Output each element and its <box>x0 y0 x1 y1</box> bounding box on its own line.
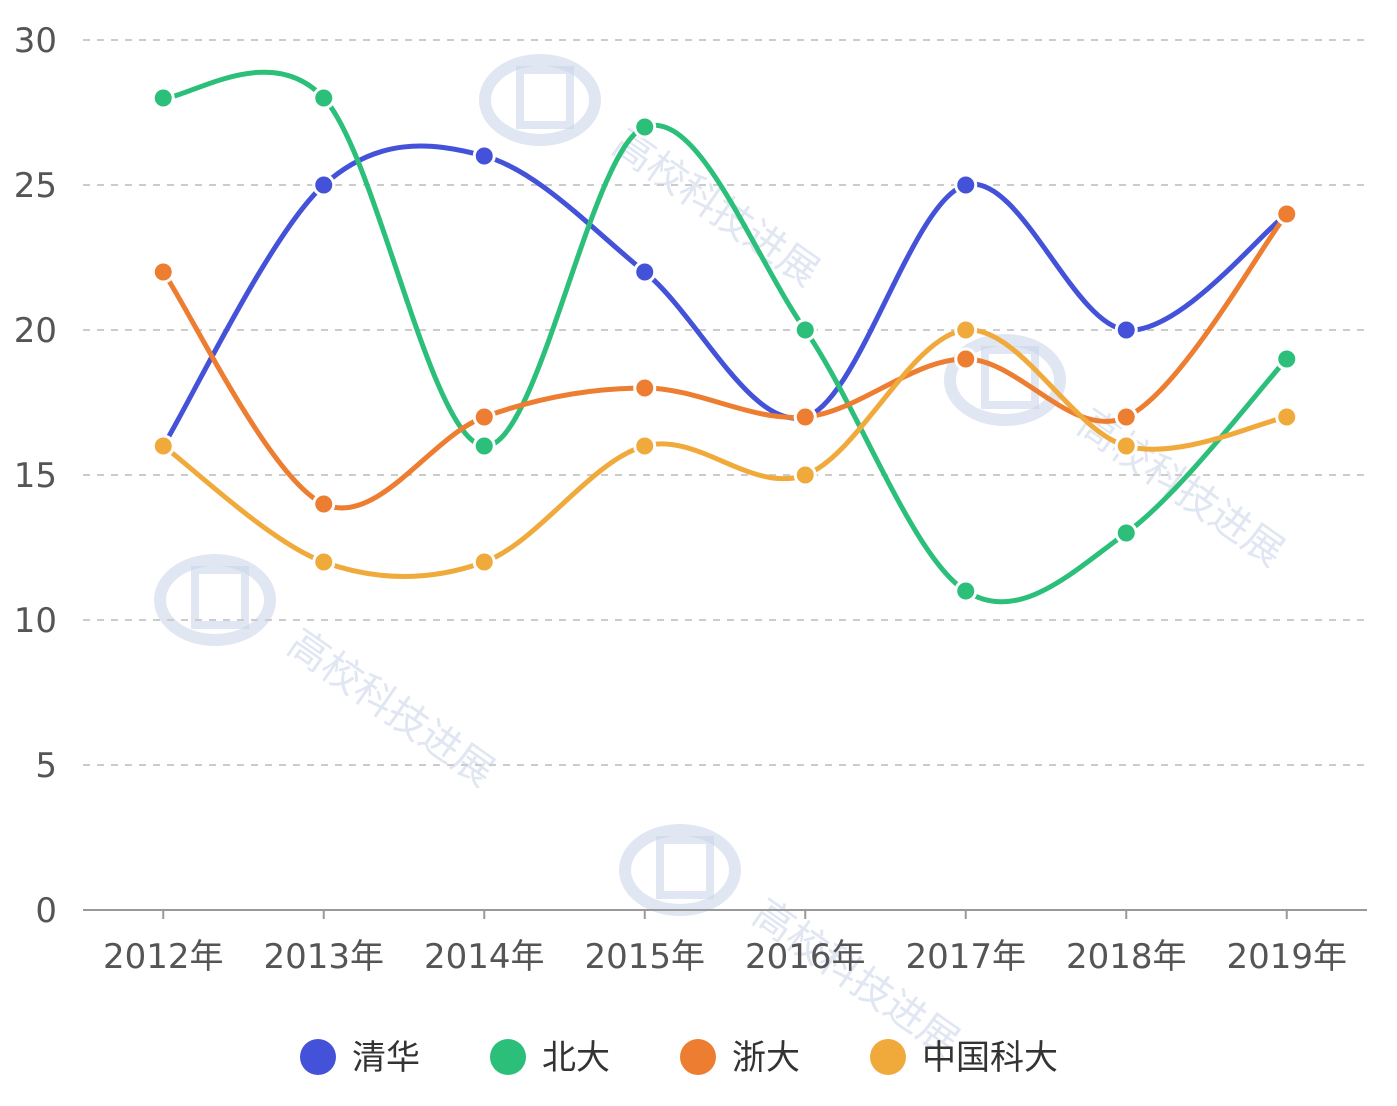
series-layer <box>151 69 1299 605</box>
data-point <box>1114 521 1138 545</box>
x-tick-label: 2012年 <box>103 937 224 977</box>
legend-label: 浙大 <box>732 1038 800 1078</box>
watermark-logo-icon <box>191 566 249 629</box>
watermark: 高校科技进展 <box>479 54 827 296</box>
legend-marker-icon <box>300 1039 336 1075</box>
x-axis: 2012年 2013年 2014年 2015年 2016年 2017年 2018年 2019年 <box>83 909 1367 977</box>
watermark: 高校科技进展 <box>154 554 502 796</box>
data-point <box>1114 318 1138 342</box>
data-point <box>312 550 336 574</box>
data-point <box>472 405 496 429</box>
data-point <box>954 579 978 603</box>
data-point <box>1114 434 1138 458</box>
data-point <box>472 434 496 458</box>
y-tick-label: 5 <box>35 746 57 786</box>
y-tick-label: 20 <box>14 311 57 351</box>
data-point <box>633 115 657 139</box>
legend-label: 北大 <box>542 1038 610 1078</box>
y-tick-label: 10 <box>14 601 57 641</box>
watermark-logo-icon <box>656 836 714 899</box>
watermark-logo-icon <box>154 554 276 646</box>
watermark-logo-icon <box>981 346 1039 409</box>
x-tick-label: 2019年 <box>1226 937 1347 977</box>
legend-label: 清华 <box>352 1038 420 1078</box>
y-tick-label: 15 <box>14 456 57 496</box>
y-tick-label: 30 <box>14 21 57 61</box>
x-tick-label: 2018年 <box>1066 937 1187 977</box>
data-point <box>312 492 336 516</box>
legend-label: 中国科大 <box>922 1038 1058 1078</box>
data-point <box>793 463 817 487</box>
data-point <box>151 86 175 110</box>
watermark-logo-icon <box>516 66 574 129</box>
legend-marker-icon <box>870 1039 906 1075</box>
data-point <box>151 434 175 458</box>
legend-marker-icon <box>490 1039 526 1075</box>
x-tick-label: 2013年 <box>263 937 384 977</box>
data-point <box>954 173 978 197</box>
data-point <box>954 318 978 342</box>
data-point <box>151 260 175 284</box>
x-tick-label: 2015年 <box>584 937 705 977</box>
data-point <box>312 86 336 110</box>
data-point <box>1275 405 1299 429</box>
data-point <box>633 260 657 284</box>
data-point <box>472 144 496 168</box>
watermark-logo-icon <box>479 54 601 146</box>
grid-lines <box>83 39 1367 766</box>
y-tick-label: 0 <box>35 891 57 931</box>
x-tick-label: 2017年 <box>905 937 1026 977</box>
data-point <box>793 318 817 342</box>
data-point <box>1114 405 1138 429</box>
data-point <box>633 376 657 400</box>
data-point <box>1275 202 1299 226</box>
watermark-logo-icon <box>944 334 1066 426</box>
data-point <box>954 347 978 371</box>
legend-marker-icon <box>680 1039 716 1075</box>
data-point <box>1275 347 1299 371</box>
data-point <box>793 405 817 429</box>
data-point <box>472 550 496 574</box>
series-line <box>160 327 1290 579</box>
x-tick-label: 2014年 <box>424 937 545 977</box>
y-axis: 0 5 10 15 20 25 30 <box>14 21 57 931</box>
series-line <box>160 69 1290 605</box>
watermark-text: 高校科技进展 <box>279 621 502 796</box>
data-point <box>312 173 336 197</box>
x-tick-label: 2016年 <box>745 937 866 977</box>
y-tick-label: 25 <box>14 166 57 206</box>
legend: 清华 北大 浙大 中国科大 <box>300 1038 1058 1078</box>
data-point <box>633 434 657 458</box>
